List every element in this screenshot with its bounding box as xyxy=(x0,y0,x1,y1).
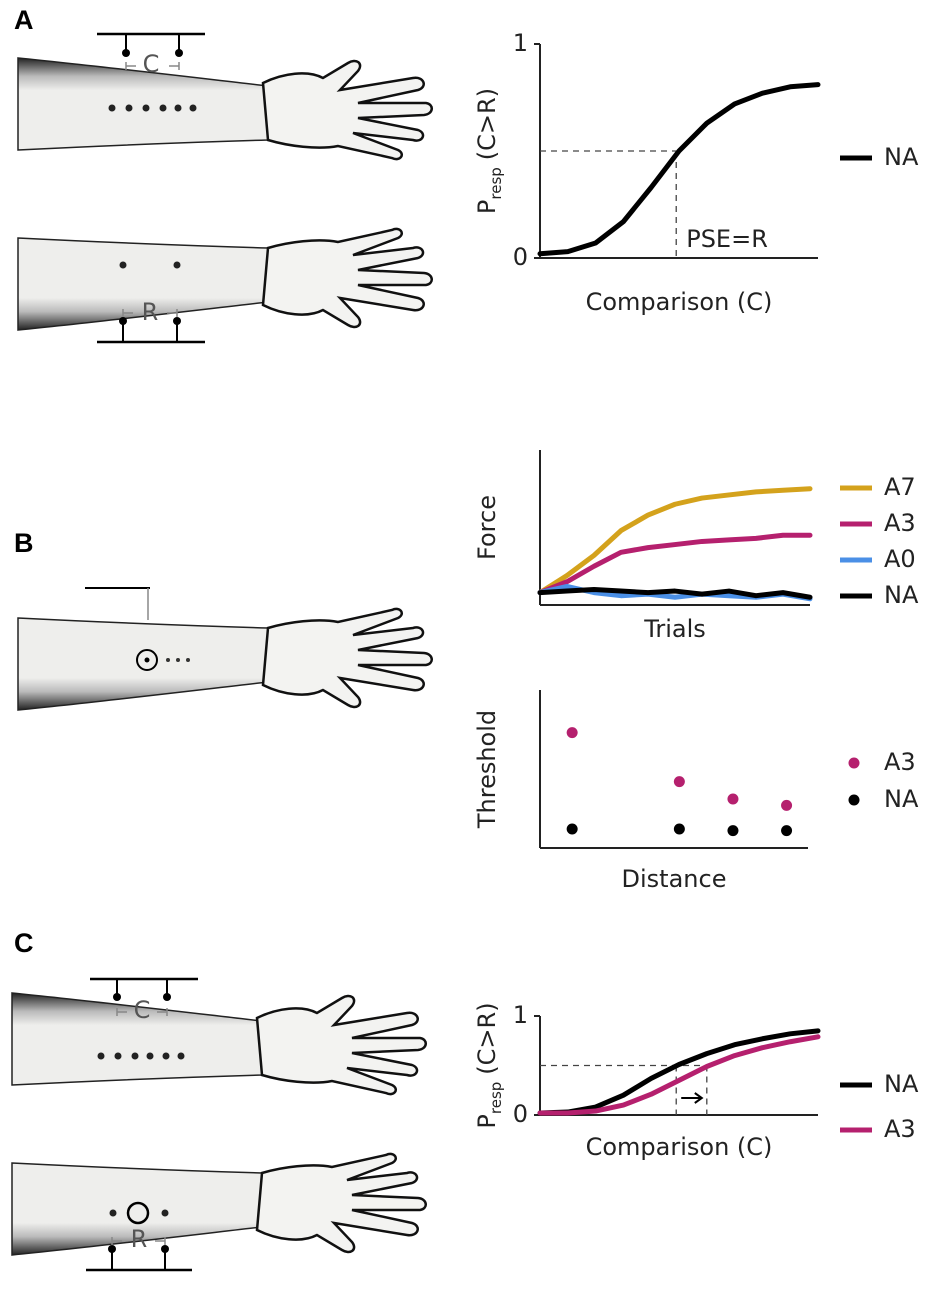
line-series xyxy=(537,532,813,596)
y-axis-label: Presp (C>R) xyxy=(473,1002,505,1128)
line-series xyxy=(537,1034,821,1116)
arm-illustration xyxy=(16,587,434,712)
arm-label: C xyxy=(143,50,160,78)
line-series xyxy=(537,1028,821,1116)
legend-label: NA xyxy=(884,143,919,171)
scatter-point xyxy=(781,825,793,837)
y-tick-label: 1 xyxy=(513,29,528,57)
y-tick-label: 1 xyxy=(513,1001,528,1029)
scatter-point xyxy=(727,825,739,837)
y-axis-label-main: Threshold xyxy=(473,710,501,829)
legend-label: A3 xyxy=(884,748,916,776)
y-tick-label: 0 xyxy=(513,1100,528,1128)
panel-label: B xyxy=(14,528,34,558)
y-axis-label: Presp (C>R) xyxy=(473,88,505,214)
x-axis-label: Comparison (C) xyxy=(586,1133,773,1161)
panel-label: C xyxy=(14,928,34,958)
legend-label: NA xyxy=(884,785,919,813)
y-tick-label: 0 xyxy=(513,243,528,271)
legend-label: NA xyxy=(884,1070,919,1098)
legend-label: A3 xyxy=(884,509,916,537)
arm-illustration xyxy=(16,32,434,344)
scatter-point xyxy=(781,799,793,811)
y-axis-label-suffix: (C>R) xyxy=(473,1002,501,1074)
y-axis-label-main: P xyxy=(473,1114,501,1128)
arm-illustration xyxy=(10,977,428,1272)
arm-label: C xyxy=(134,996,151,1024)
scatter-point xyxy=(673,776,685,788)
x-axis-label: Trials xyxy=(643,615,706,643)
scatter-point xyxy=(673,823,685,835)
line-series xyxy=(537,82,821,257)
legend-swatch xyxy=(848,794,860,806)
y-axis-label-main: Force xyxy=(473,495,501,560)
legend-swatch xyxy=(848,757,860,769)
line-series xyxy=(537,486,813,596)
legend-label: A7 xyxy=(884,473,916,501)
panel-label: A xyxy=(14,5,34,35)
scatter-point xyxy=(566,727,578,739)
annotation: PSE=R xyxy=(686,225,768,253)
y-axis-label-subscript: resp xyxy=(487,167,505,199)
y-axis-label-suffix: (C>R) xyxy=(473,88,501,160)
y-axis-label-main: P xyxy=(473,200,501,214)
y-axis-label: Force xyxy=(473,495,501,560)
line-series xyxy=(537,587,813,600)
legend-label: NA xyxy=(884,581,919,609)
scatter-point xyxy=(727,793,739,805)
arm-label: R xyxy=(131,1225,148,1253)
shift-arrow xyxy=(681,1092,704,1104)
scatter-point xyxy=(566,823,578,835)
legend-label: A0 xyxy=(884,545,916,573)
x-axis-label: Distance xyxy=(622,865,727,893)
arm-label: R xyxy=(142,298,159,326)
legend-label: A3 xyxy=(884,1115,916,1143)
y-axis-label-subscript: resp xyxy=(487,1082,505,1114)
y-axis-label: Threshold xyxy=(473,710,501,829)
x-axis-label: Comparison (C) xyxy=(586,288,773,316)
